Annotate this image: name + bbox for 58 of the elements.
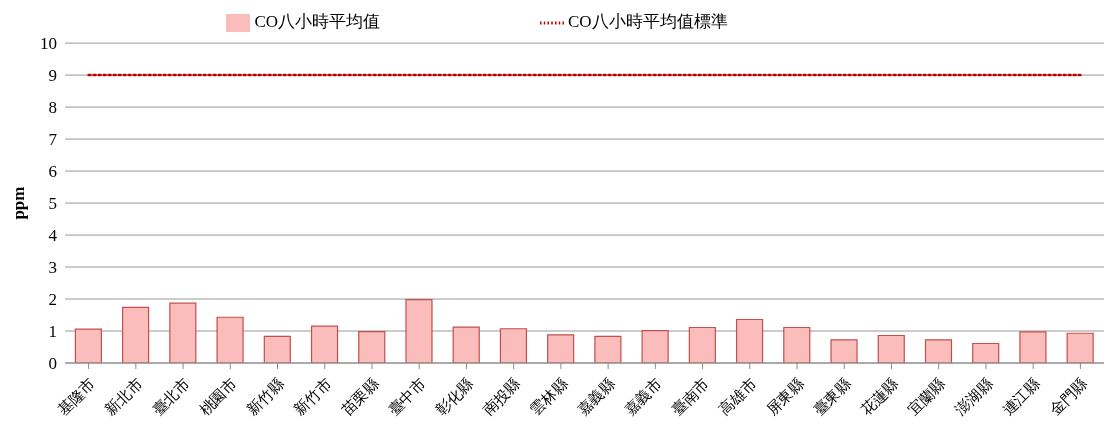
- legend-label: CO八小時平均值: [254, 12, 380, 31]
- bar: [452, 326, 480, 363]
- x-tick-label: 高雄市: [716, 375, 760, 419]
- x-tick-label: 桃園市: [196, 375, 240, 419]
- bar: [263, 335, 291, 363]
- x-tick-label: 基隆市: [54, 375, 99, 419]
- y-tick-label: 9: [48, 66, 57, 86]
- bar: [499, 328, 528, 363]
- y-axis-title: ppm: [9, 186, 29, 220]
- bar: [924, 339, 953, 363]
- bar: [216, 316, 244, 363]
- x-tick-label: 花蓮縣: [857, 375, 901, 419]
- bar: [405, 299, 433, 363]
- bar: [122, 306, 150, 363]
- bar: [547, 334, 575, 363]
- y-tick-label: 1: [48, 322, 57, 342]
- x-tick-label: 澎湖縣: [952, 375, 996, 419]
- bar: [830, 339, 858, 363]
- x-tick-label: 連江縣: [999, 375, 1043, 419]
- x-tick-label: 新竹市: [291, 375, 335, 419]
- x-tick-label: 南投縣: [480, 375, 524, 419]
- x-tick-label: 雲林縣: [527, 375, 571, 419]
- bar: [310, 325, 339, 363]
- bar: [783, 326, 811, 363]
- y-tick-label: 4: [48, 226, 58, 246]
- x-tick-label: 臺北市: [149, 375, 193, 419]
- x-tick-label: 臺中市: [385, 375, 429, 419]
- y-tick-label: 7: [48, 130, 58, 150]
- bar: [641, 330, 669, 363]
- x-tick-label: 宜蘭縣: [905, 375, 949, 419]
- x-tick-label: 臺南市: [668, 375, 713, 419]
- bar: [972, 342, 1000, 363]
- x-tick-label: 嘉義縣: [574, 375, 618, 419]
- x-tick-label: 新竹縣: [243, 375, 287, 419]
- bar: [1066, 332, 1094, 363]
- bar: [688, 326, 716, 363]
- y-tick-label: 8: [48, 98, 57, 118]
- bar: [169, 302, 197, 363]
- y-tick-label: 6: [48, 162, 57, 182]
- x-tick-label: 屏東縣: [763, 375, 807, 419]
- bar: [1019, 331, 1047, 363]
- y-tick-label: 5: [48, 194, 57, 214]
- legend-label: CO八小時平均值標準: [568, 12, 728, 31]
- x-tick-label: 彰化縣: [432, 375, 476, 419]
- bar: [735, 318, 764, 363]
- bar: [594, 335, 622, 363]
- x-tick-label: 臺東縣: [810, 375, 854, 419]
- y-tick-label: 10: [40, 34, 57, 54]
- bar: [74, 328, 102, 363]
- bar: [877, 334, 905, 363]
- x-tick-label: 金門縣: [1046, 375, 1090, 419]
- y-tick-label: 3: [48, 258, 57, 278]
- y-tick-label: 2: [48, 290, 57, 310]
- bar: [358, 331, 386, 363]
- x-tick-label: 苗栗縣: [338, 375, 382, 419]
- x-tick-label: 新北市: [102, 375, 146, 419]
- x-tick-label: 嘉義市: [621, 375, 665, 419]
- y-tick-label: 0: [48, 354, 57, 374]
